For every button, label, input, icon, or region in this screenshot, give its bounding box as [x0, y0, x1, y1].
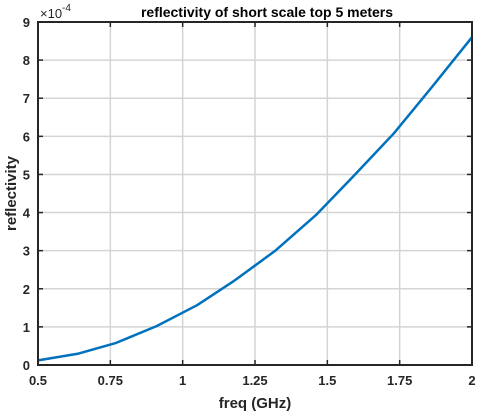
y-tick-label: 0 — [23, 358, 30, 373]
x-tick-label: 1.75 — [387, 373, 412, 388]
grid — [37, 21, 473, 366]
x-ticks: 0.5 0.75 1 1.25 1.5 1.75 2 — [29, 22, 476, 388]
y-tick-label: 1 — [23, 320, 30, 335]
y-exponent-power: -4 — [62, 3, 71, 14]
x-axis-label: freq (GHz) — [219, 395, 292, 412]
y-exponent-base: ×10 — [40, 6, 62, 21]
y-tick-label: 6 — [23, 129, 30, 144]
y-tick-label: 8 — [23, 53, 30, 68]
y-tick-label: 4 — [23, 206, 31, 221]
x-tick-label: 1.25 — [242, 373, 267, 388]
x-tick-label: 2 — [468, 373, 475, 388]
x-tick-label: 1 — [179, 373, 186, 388]
series-lines — [37, 36, 473, 362]
x-tick-label: 0.5 — [29, 373, 47, 388]
x-tick-label: 0.75 — [98, 373, 123, 388]
y-ticks: 0 1 2 3 4 5 6 7 8 9 — [23, 15, 472, 373]
y-tick-label: 7 — [23, 91, 30, 106]
y-axis-label: reflectivity — [3, 155, 20, 231]
x-tick-label: 1.5 — [318, 373, 336, 388]
series-line — [37, 36, 473, 362]
y-tick-label: 3 — [23, 244, 30, 259]
chart-title: reflectivity of short scale top 5 meters — [141, 4, 393, 20]
y-tick-label: 2 — [23, 282, 30, 297]
y-tick-label: 9 — [23, 15, 30, 30]
y-tick-label: 5 — [23, 167, 30, 182]
